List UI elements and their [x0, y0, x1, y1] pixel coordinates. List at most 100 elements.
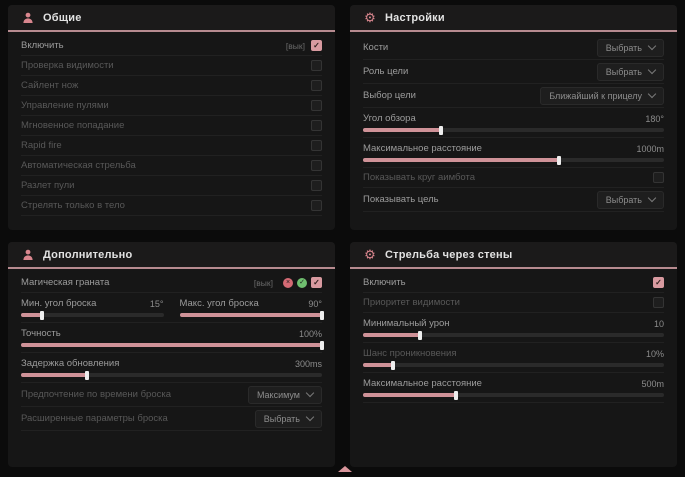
row-min-damage: Минимальный урон 10 — [363, 313, 664, 343]
row-advanced-throw-params: Расширенные параметры броска Выбрать — [21, 407, 322, 431]
walls-enable-checkbox[interactable]: ✓ — [653, 277, 664, 288]
slider-value: 180° — [645, 113, 664, 124]
panel-wallshoot-header: ⚙ Стрельба через стены — [350, 242, 677, 269]
row-label: Стрелять только в тело — [21, 200, 125, 211]
chevron-down-icon — [305, 412, 315, 422]
panel-additional: Дополнительно Магическая граната [вык] ×… — [8, 242, 335, 467]
show-target-dropdown[interactable]: Выбрать — [596, 190, 664, 209]
enable-checkbox[interactable]: ✓ — [311, 40, 322, 51]
visibility-check-checkbox[interactable]: ✓ — [311, 60, 322, 71]
row-aimbot-circle: Показывать круг аимбота ✓ — [363, 168, 664, 188]
state-text: [вык] — [253, 277, 273, 288]
row-label: Максимальное расстояние — [363, 143, 482, 154]
silent-knife-checkbox[interactable]: ✓ — [311, 80, 322, 91]
row-update-delay: Задержка обновления 300ms — [21, 353, 322, 383]
bullet-control-checkbox[interactable]: ✓ — [311, 100, 322, 111]
panel-general-header: Общие — [8, 5, 335, 32]
throw-time-pref-dropdown[interactable]: Максимум — [247, 385, 322, 404]
max-distance-slider[interactable] — [363, 155, 664, 165]
panel-wallshoot-body: Включить ✓ Приоритет видимости ✓ Минимал… — [350, 269, 677, 403]
panel-settings-body: Кости Выбрать Роль цели Выбрать Выбор це… — [350, 32, 677, 212]
row-throw-time-pref: Предпочтение по времени броска Максимум — [21, 383, 322, 407]
panel-title: Общие — [43, 11, 82, 24]
accuracy-slider[interactable] — [21, 340, 324, 350]
panel-additional-body: Магическая граната [вык] × ✓ ✓ Мин. угол… — [8, 269, 335, 431]
chevron-down-icon — [647, 41, 657, 51]
slider-value: 1000m — [636, 143, 664, 154]
row-label: Роль цели — [363, 66, 409, 77]
min-throw-angle-slider[interactable] — [21, 310, 164, 320]
fov-slider[interactable] — [363, 125, 664, 135]
instant-hit-checkbox[interactable]: ✓ — [311, 120, 322, 131]
panel-general: Общие Включить [вык] ✓ Проверка видимост… — [8, 5, 335, 230]
walls-max-distance-slider[interactable] — [363, 390, 664, 400]
panel-general-body: Включить [вык] ✓ Проверка видимости ✓ Са… — [8, 32, 335, 216]
row-label: Приоритет видимости — [363, 297, 460, 308]
row-label: Кости — [363, 42, 389, 53]
row-label: Шанс проникновения — [363, 348, 457, 359]
slider-value: 500m — [641, 378, 664, 389]
dropdown-value: Выбрать — [605, 42, 642, 53]
row-label: Минимальный урон — [363, 318, 450, 329]
check-circle-icon[interactable]: ✓ — [297, 277, 307, 288]
row-walls-enable: Включить ✓ — [363, 273, 664, 293]
dropdown-value: Максимум — [256, 389, 300, 400]
row-penetration-chance: Шанс проникновения 10% — [363, 343, 664, 373]
x-circle-icon[interactable]: × — [283, 277, 293, 288]
magic-grenade-checkbox[interactable]: ✓ — [311, 277, 322, 288]
row-label: Проверка видимости — [21, 60, 114, 71]
chevron-down-icon — [647, 193, 657, 203]
slider-value: 90° — [308, 298, 322, 309]
row-bullet-control: Управление пулями ✓ — [21, 96, 322, 116]
min-damage-slider[interactable] — [363, 330, 664, 340]
row-label: Включить — [363, 277, 406, 288]
row-label: Макс. угол броска — [179, 298, 259, 309]
row-visibility-check: Проверка видимости ✓ — [21, 56, 322, 76]
checkmark-icon: ✓ — [655, 277, 662, 287]
scroll-up-indicator-icon[interactable] — [338, 466, 352, 472]
row-max-distance: Максимальное расстояние 1000m — [363, 138, 664, 168]
row-instant-hit: Мгновенное попадание ✓ — [21, 116, 322, 136]
row-min-throw-angle: Мин. угол броска 15° — [21, 293, 164, 322]
rapid-fire-checkbox[interactable]: ✓ — [311, 140, 322, 151]
bones-dropdown[interactable]: Выбрать — [596, 38, 664, 57]
advanced-throw-params-dropdown[interactable]: Выбрать — [254, 409, 322, 428]
row-label: Предпочтение по времени броска — [21, 389, 171, 400]
row-label: Расширенные параметры броска — [21, 413, 168, 424]
row-silent-knife: Сайлент нож ✓ — [21, 76, 322, 96]
auto-fire-checkbox[interactable]: ✓ — [311, 160, 322, 171]
dropdown-value: Ближайший к прицелу — [549, 90, 642, 101]
target-role-dropdown[interactable]: Выбрать — [596, 62, 664, 81]
row-bullet-spread: Разлет пули ✓ — [21, 176, 322, 196]
row-max-throw-angle: Макс. угол броска 90° — [179, 293, 324, 322]
panel-additional-header: Дополнительно — [8, 242, 335, 269]
person-icon — [21, 248, 35, 262]
row-enable: Включить [вык] ✓ — [21, 36, 322, 56]
row-label: Включить — [21, 40, 64, 51]
row-label: Выбор цели — [363, 90, 416, 101]
body-only-checkbox[interactable]: ✓ — [311, 200, 322, 211]
chevron-down-icon — [647, 65, 657, 75]
row-target-select: Выбор цели Ближайший к прицелу — [363, 84, 664, 108]
row-auto-fire: Автоматическая стрельба ✓ — [21, 156, 322, 176]
checkmark-icon: ✓ — [313, 277, 320, 287]
aimbot-circle-checkbox[interactable]: ✓ — [653, 172, 664, 183]
visibility-priority-checkbox[interactable]: ✓ — [653, 297, 664, 308]
bullet-spread-checkbox[interactable]: ✓ — [311, 180, 322, 191]
slider-value: 100% — [298, 328, 322, 339]
panel-settings-header: ⚙ Настройки — [350, 5, 677, 32]
row-label: Магическая граната — [21, 277, 110, 288]
penetration-chance-slider[interactable] — [363, 360, 664, 370]
row-show-target: Показывать цель Выбрать — [363, 188, 664, 212]
row-label: Мин. угол броска — [21, 298, 97, 309]
person-icon — [21, 11, 35, 25]
row-label: Показывать цель — [363, 194, 439, 205]
update-delay-slider[interactable] — [21, 370, 322, 380]
dropdown-value: Выбрать — [605, 194, 642, 205]
panel-title: Дополнительно — [43, 248, 133, 261]
max-throw-angle-slider[interactable] — [179, 310, 324, 320]
checkmark-icon: ✓ — [313, 40, 320, 50]
target-select-dropdown[interactable]: Ближайший к прицелу — [540, 86, 664, 105]
panel-settings: ⚙ Настройки Кости Выбрать Роль цели Выбр… — [350, 5, 677, 230]
row-magic-grenade: Магическая граната [вык] × ✓ ✓ — [21, 273, 322, 293]
